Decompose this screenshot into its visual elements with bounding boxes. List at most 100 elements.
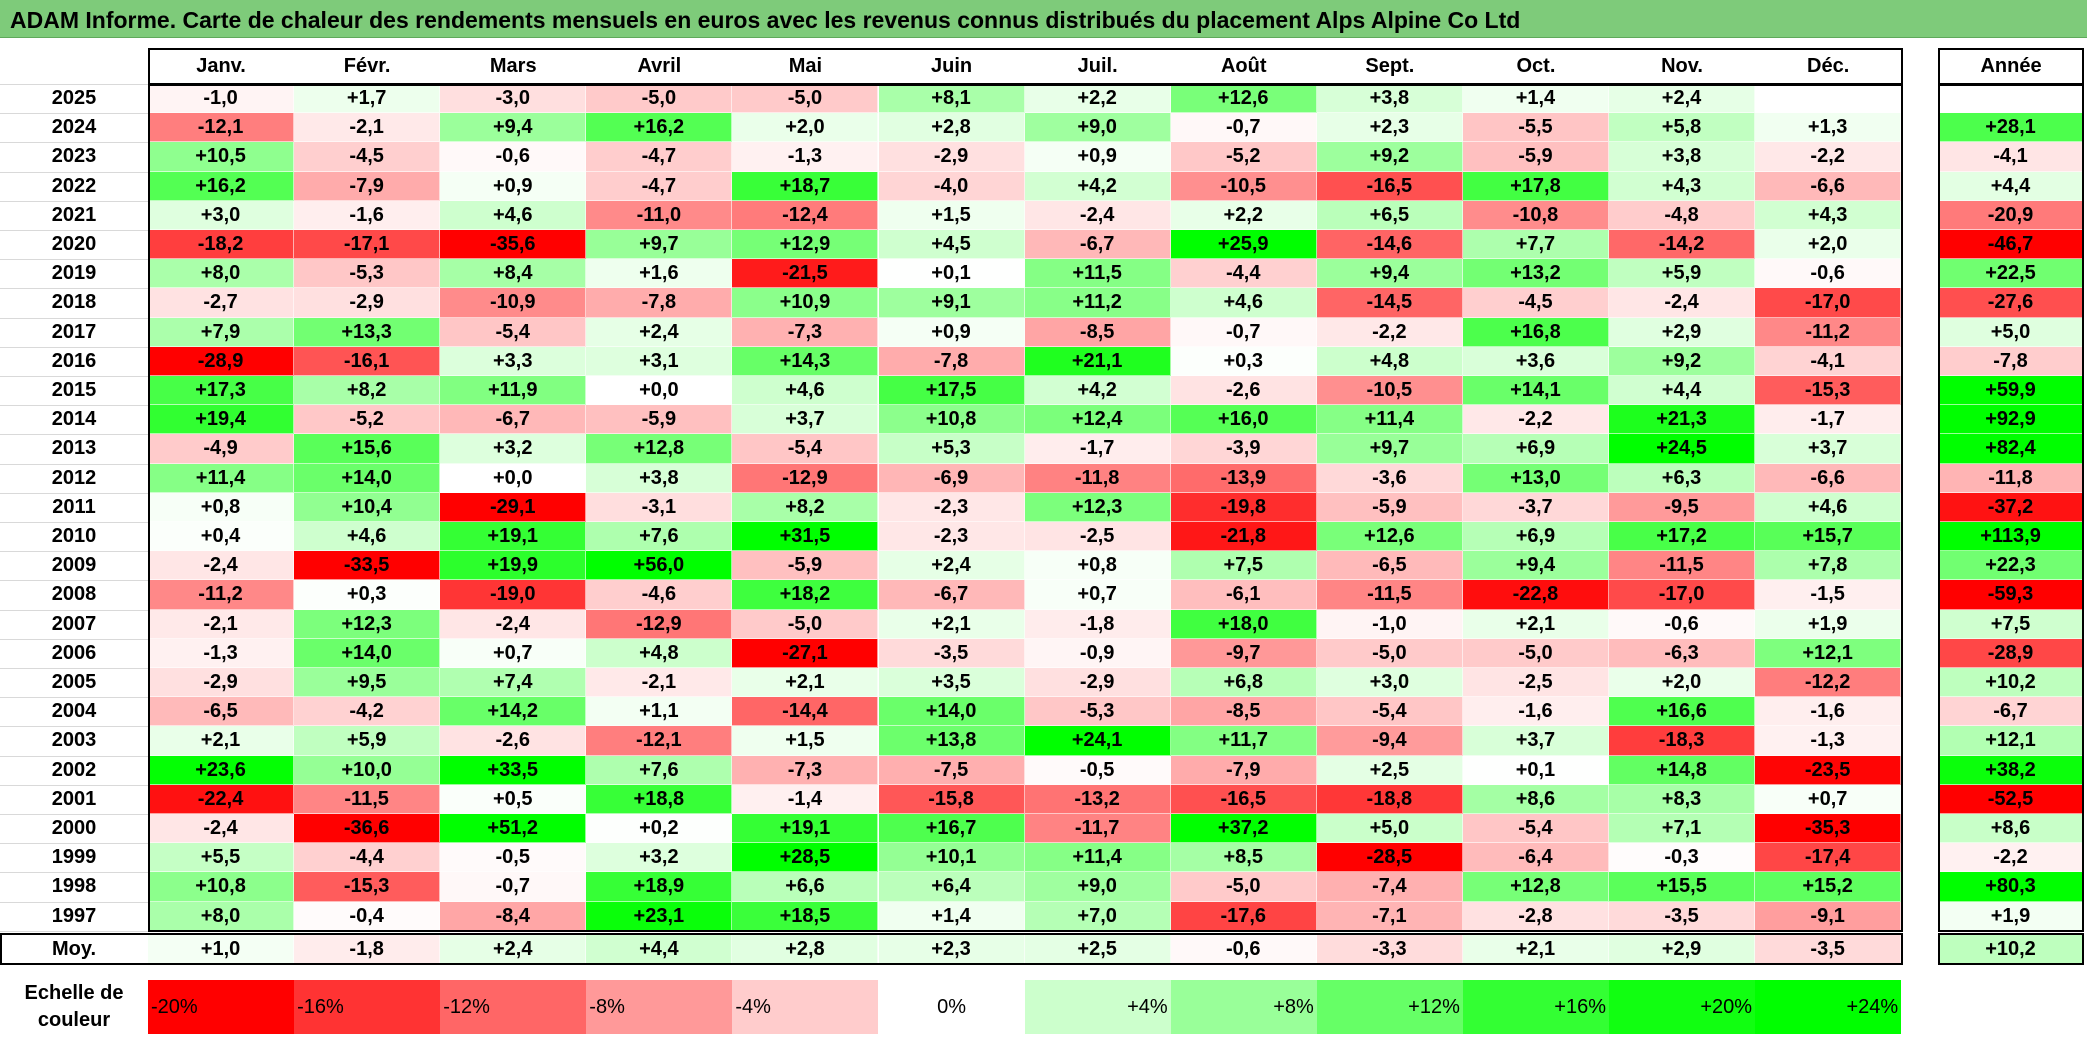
year-label: 2012 [0,463,148,493]
heatmap-cell: +2,4 [586,317,733,347]
heatmap-cell: +4,8 [586,638,733,668]
heatmap-cell: -1,4 [732,784,879,814]
year-label: 2010 [0,522,148,552]
annual-cell: -6,7 [1938,697,2084,727]
heatmap-cell: +4,3 [1609,171,1756,201]
annual-cell: -46,7 [1938,230,2084,260]
heatmap-cell: -4,4 [1170,259,1317,289]
heatmap-cell: -21,5 [732,259,879,289]
heatmap-cell: +2,5 [1316,755,1463,785]
heatmap-cell: -4,7 [586,171,733,201]
heatmap-cell: +9,4 [1462,551,1609,581]
heatmap-cell: +3,3 [440,346,587,376]
heatmap-cell: -3,5 [1609,901,1756,931]
heatmap-cell: -2,9 [1024,668,1171,698]
heatmap-cell: -1,0 [1316,609,1463,639]
heatmap-cell: -0,3 [1609,843,1756,873]
heatmap-cell: +10,5 [148,142,295,172]
row-gridline [0,872,148,874]
heatmap-cell: +2,2 [1024,84,1171,114]
heatmap-cell: -5,0 [586,84,733,114]
heatmap-cell: +19,1 [732,814,879,844]
heatmap-cell: +21,3 [1609,405,1756,435]
heatmap-cell: -11,8 [1024,463,1171,493]
annual-cell: -20,9 [1938,200,2084,230]
heatmap-cell: +14,3 [732,346,879,376]
heatmap-cell: +4,6 [440,200,587,230]
heatmap-cell: -2,1 [586,668,733,698]
row-gridline [0,434,148,436]
row-gridline [0,230,148,231]
month-header: Juin [878,48,1025,84]
page-title: ADAM Informe. Carte de chaleur des rende… [0,0,2087,38]
heatmap-cell: +2,1 [1462,609,1609,639]
heatmap-cell: +14,0 [878,697,1025,727]
heatmap-cell: -2,6 [440,726,587,756]
row-gridline [0,551,148,553]
heatmap-cell: +9,4 [440,113,587,143]
heatmap-cell: -6,7 [440,405,587,435]
heatmap-cell: +11,4 [148,463,295,493]
heatmap-cell: +3,2 [440,434,587,464]
year-label: 2021 [0,200,148,230]
heatmap-cell: +2,1 [878,609,1025,639]
heatmap-cell: +12,9 [732,230,879,260]
heatmap-cell: -15,3 [1755,376,1902,406]
row-gridline [0,930,148,932]
heatmap-cell: -8,5 [1170,697,1317,727]
heatmap-cell: +51,2 [440,814,587,844]
heatmap-cell: +4,6 [732,376,879,406]
heatmap-cell: +16,2 [148,171,295,201]
heatmap-cell: -9,4 [1316,726,1463,756]
row-gridline [0,142,148,144]
heatmap-cell: +14,2 [440,697,587,727]
year-label: 2014 [0,405,148,435]
year-label: 1998 [0,872,148,902]
heatmap-cell: +7,0 [1024,901,1171,931]
heatmap-cell: +6,9 [1462,522,1609,552]
heatmap-cell: +0,2 [586,814,733,844]
legend-swatch: +20% [1609,980,1756,1034]
heatmap-cell: +1,7 [294,84,441,114]
heatmap-cell: +23,6 [148,755,295,785]
heatmap-cell: -11,2 [1755,317,1902,347]
average-cell: +2,4 [440,932,587,965]
heatmap-cell: +14,0 [294,638,441,668]
heatmap-cell: +0,1 [1462,755,1609,785]
legend-swatch: +24% [1755,980,1902,1034]
heatmap-cell: -0,7 [440,872,587,902]
heatmap-cell: +16,2 [586,113,733,143]
heatmap-cell: -17,0 [1609,580,1756,610]
heatmap-cell: -2,1 [294,113,441,143]
heatmap-cell: -3,0 [440,84,587,114]
row-gridline [0,697,148,699]
heatmap-cell: -10,9 [440,288,587,318]
heatmap-cell: -5,5 [1462,113,1609,143]
month-header: Déc. [1755,48,1902,84]
legend-swatch: -20% [148,980,295,1034]
heatmap-cell: -5,9 [1316,492,1463,522]
heatmap-cell: -7,3 [732,317,879,347]
legend-swatch: +4% [1024,980,1171,1034]
average-cell: -3,5 [1755,932,1902,965]
heatmap-cell: +11,4 [1316,405,1463,435]
heatmap-cell: -2,9 [148,668,295,698]
heatmap-cell: +3,6 [1462,346,1609,376]
heatmap-cell: -13,9 [1170,463,1317,493]
heatmap-cell: +7,1 [1609,814,1756,844]
row-gridline [0,288,148,290]
heatmap-cell: +3,8 [1316,84,1463,114]
heatmap-cell: -11,7 [1024,814,1171,844]
month-header: Mai [732,48,879,84]
heatmap-cell: +18,8 [586,784,733,814]
heatmap-cell: +3,7 [1462,726,1609,756]
heatmap-cell: +7,7 [1462,230,1609,260]
heatmap-cell: +2,3 [1316,113,1463,143]
month-header: Août [1170,48,1317,84]
heatmap-cell: -14,4 [732,697,879,727]
heatmap-cell: -13,2 [1024,784,1171,814]
heatmap-cell: -7,9 [294,171,441,201]
heatmap-cell: -28,9 [148,346,295,376]
heatmap-cell: +10,8 [148,872,295,902]
legend-swatch: +8% [1170,980,1317,1034]
